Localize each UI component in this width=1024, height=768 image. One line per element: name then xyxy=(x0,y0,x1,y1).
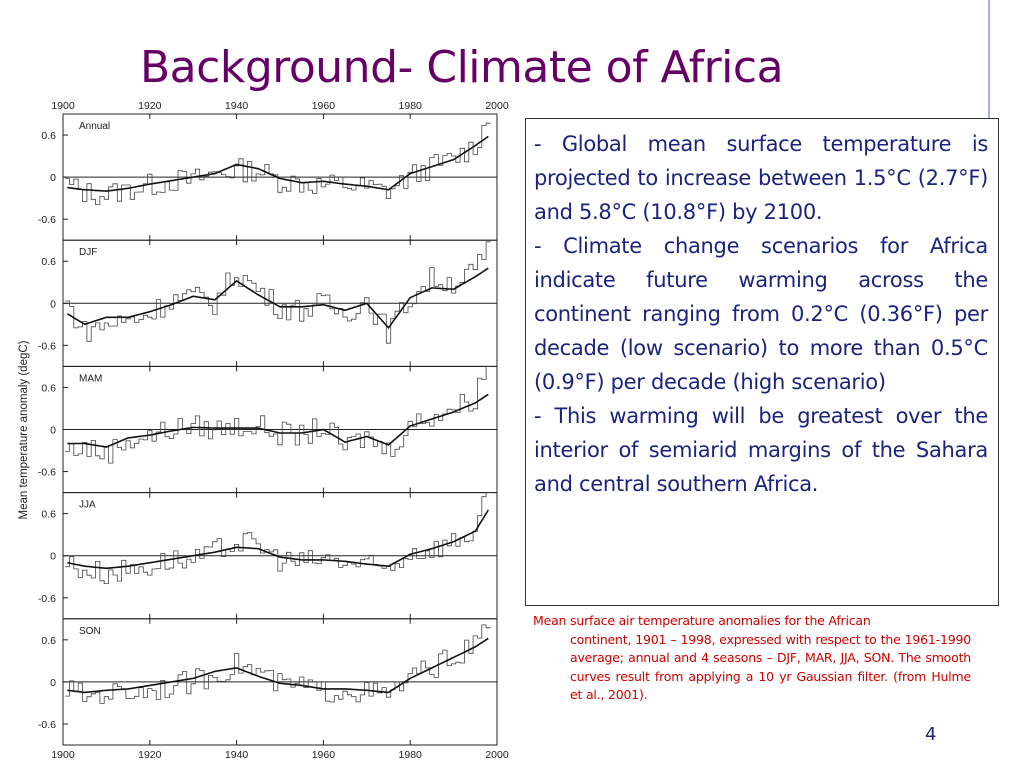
y-tick-label: -0.6 xyxy=(38,340,56,352)
x-tick-label-bottom: 1960 xyxy=(312,749,336,761)
temperature-anomaly-chart: 1900 1900 1920 1920 1940 1940 1960 1960 1980 1980… xyxy=(18,100,509,761)
x-tick-label-top: 1920 xyxy=(138,100,162,112)
slide-title: Background- Climate of Africa xyxy=(140,42,784,93)
smooth-curve-series xyxy=(67,509,489,570)
panel-label: SON xyxy=(79,626,101,637)
x-tick-label-bottom: 1980 xyxy=(399,749,423,761)
panel-label: DJF xyxy=(79,247,97,258)
y-tick-label: -0.6 xyxy=(38,214,56,226)
x-tick-label-bottom: 1900 xyxy=(51,749,75,761)
bullet-1: - Global mean surface temperature is pro… xyxy=(534,132,988,224)
x-tick-label-top: 1940 xyxy=(225,100,249,112)
y-tick-label: 0 xyxy=(50,425,56,437)
caption-rest: continent, 1901 – 1998, expressed with r… xyxy=(570,631,971,703)
figure-caption: Mean surface air temperature anomalies f… xyxy=(533,612,971,705)
y-tick-label: -0.6 xyxy=(38,719,56,731)
caption-line-1: Mean surface air temperature anomalies f… xyxy=(533,613,871,628)
y-tick-label: 0 xyxy=(50,298,56,310)
y-axis-label: Mean temperature anomaly (degC) xyxy=(18,340,30,519)
x-tick-label-top: 1980 xyxy=(399,100,423,112)
y-tick-label: 0.6 xyxy=(41,256,56,268)
bullet-3: - This warming will be greatest over the… xyxy=(534,404,988,496)
bullet-2: - Climate change scenarios for Africa in… xyxy=(534,234,988,394)
y-tick-label: 0 xyxy=(50,172,56,184)
panel-label: JJA xyxy=(79,500,96,511)
y-tick-label: 0 xyxy=(50,551,56,563)
x-tick-label-top: 2000 xyxy=(485,100,509,112)
y-tick-label: 0 xyxy=(50,677,56,689)
annual-step-series xyxy=(65,366,491,464)
x-tick-label-top: 1900 xyxy=(51,100,75,112)
annual-step-series xyxy=(65,122,491,205)
x-tick-label-bottom: 1920 xyxy=(138,749,162,761)
annual-step-series xyxy=(65,492,491,584)
x-tick-label-bottom: 2000 xyxy=(485,749,509,761)
bullet-text-box: - Global mean surface temperature is pro… xyxy=(525,118,999,606)
smooth-curve-series xyxy=(66,267,489,330)
accent-vertical-rule xyxy=(988,0,990,118)
smooth-curve-series xyxy=(67,135,489,192)
y-tick-label: 0.6 xyxy=(41,130,56,142)
y-tick-label: -0.6 xyxy=(38,593,56,605)
y-tick-label: 0.6 xyxy=(41,509,56,521)
panel-label: Annual xyxy=(79,121,110,132)
smooth-curve-series xyxy=(67,637,489,694)
x-tick-label-bottom: 1940 xyxy=(225,749,249,761)
annual-step-series xyxy=(65,624,491,704)
y-tick-label: -0.6 xyxy=(38,467,56,479)
y-tick-label: 0.6 xyxy=(41,382,56,394)
y-tick-label: 0.6 xyxy=(41,635,56,647)
slide-number: 4 xyxy=(925,724,937,745)
x-tick-label-top: 1960 xyxy=(312,100,336,112)
smooth-curve-series xyxy=(67,393,489,448)
annual-step-series xyxy=(65,241,491,344)
panel-label: MAM xyxy=(79,373,102,384)
